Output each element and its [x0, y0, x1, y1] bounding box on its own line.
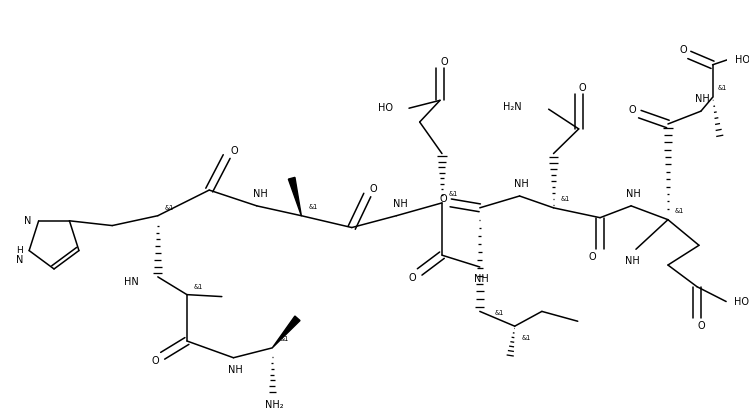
Text: O: O	[439, 194, 446, 204]
Text: NH: NH	[625, 256, 640, 266]
Text: H₂N: H₂N	[503, 102, 521, 112]
Text: O: O	[697, 321, 705, 331]
Text: &1: &1	[279, 336, 288, 342]
Text: &1: &1	[165, 205, 174, 211]
Text: O: O	[679, 45, 688, 55]
Text: O: O	[589, 252, 596, 262]
Text: NH: NH	[514, 179, 529, 189]
Text: &1: &1	[309, 204, 318, 210]
Text: O: O	[579, 83, 586, 93]
Text: NH: NH	[474, 274, 489, 284]
Text: N: N	[23, 216, 31, 226]
Text: &1: &1	[522, 335, 531, 341]
Text: O: O	[231, 145, 238, 156]
Text: &1: &1	[675, 208, 684, 214]
Text: O: O	[440, 57, 448, 67]
Text: O: O	[151, 356, 159, 366]
Text: NH: NH	[253, 189, 268, 199]
Text: NH₂: NH₂	[265, 400, 284, 410]
Text: &1: &1	[560, 196, 570, 202]
Text: HO: HO	[735, 55, 749, 65]
Text: HO: HO	[734, 296, 749, 307]
Text: H: H	[16, 246, 23, 255]
Text: NH: NH	[625, 189, 640, 199]
Polygon shape	[272, 316, 300, 348]
Text: NH: NH	[393, 199, 407, 209]
Text: N: N	[16, 256, 23, 266]
Text: O: O	[408, 273, 416, 283]
Text: &1: &1	[494, 310, 504, 316]
Text: O: O	[369, 184, 377, 194]
Polygon shape	[288, 178, 301, 216]
Text: &1: &1	[718, 85, 727, 92]
Text: NH: NH	[228, 365, 243, 374]
Text: O: O	[628, 105, 636, 115]
Text: &1: &1	[449, 191, 458, 197]
Text: HO: HO	[378, 103, 393, 113]
Text: NH: NH	[696, 95, 710, 104]
Text: HN: HN	[124, 277, 139, 287]
Text: &1: &1	[194, 284, 203, 290]
